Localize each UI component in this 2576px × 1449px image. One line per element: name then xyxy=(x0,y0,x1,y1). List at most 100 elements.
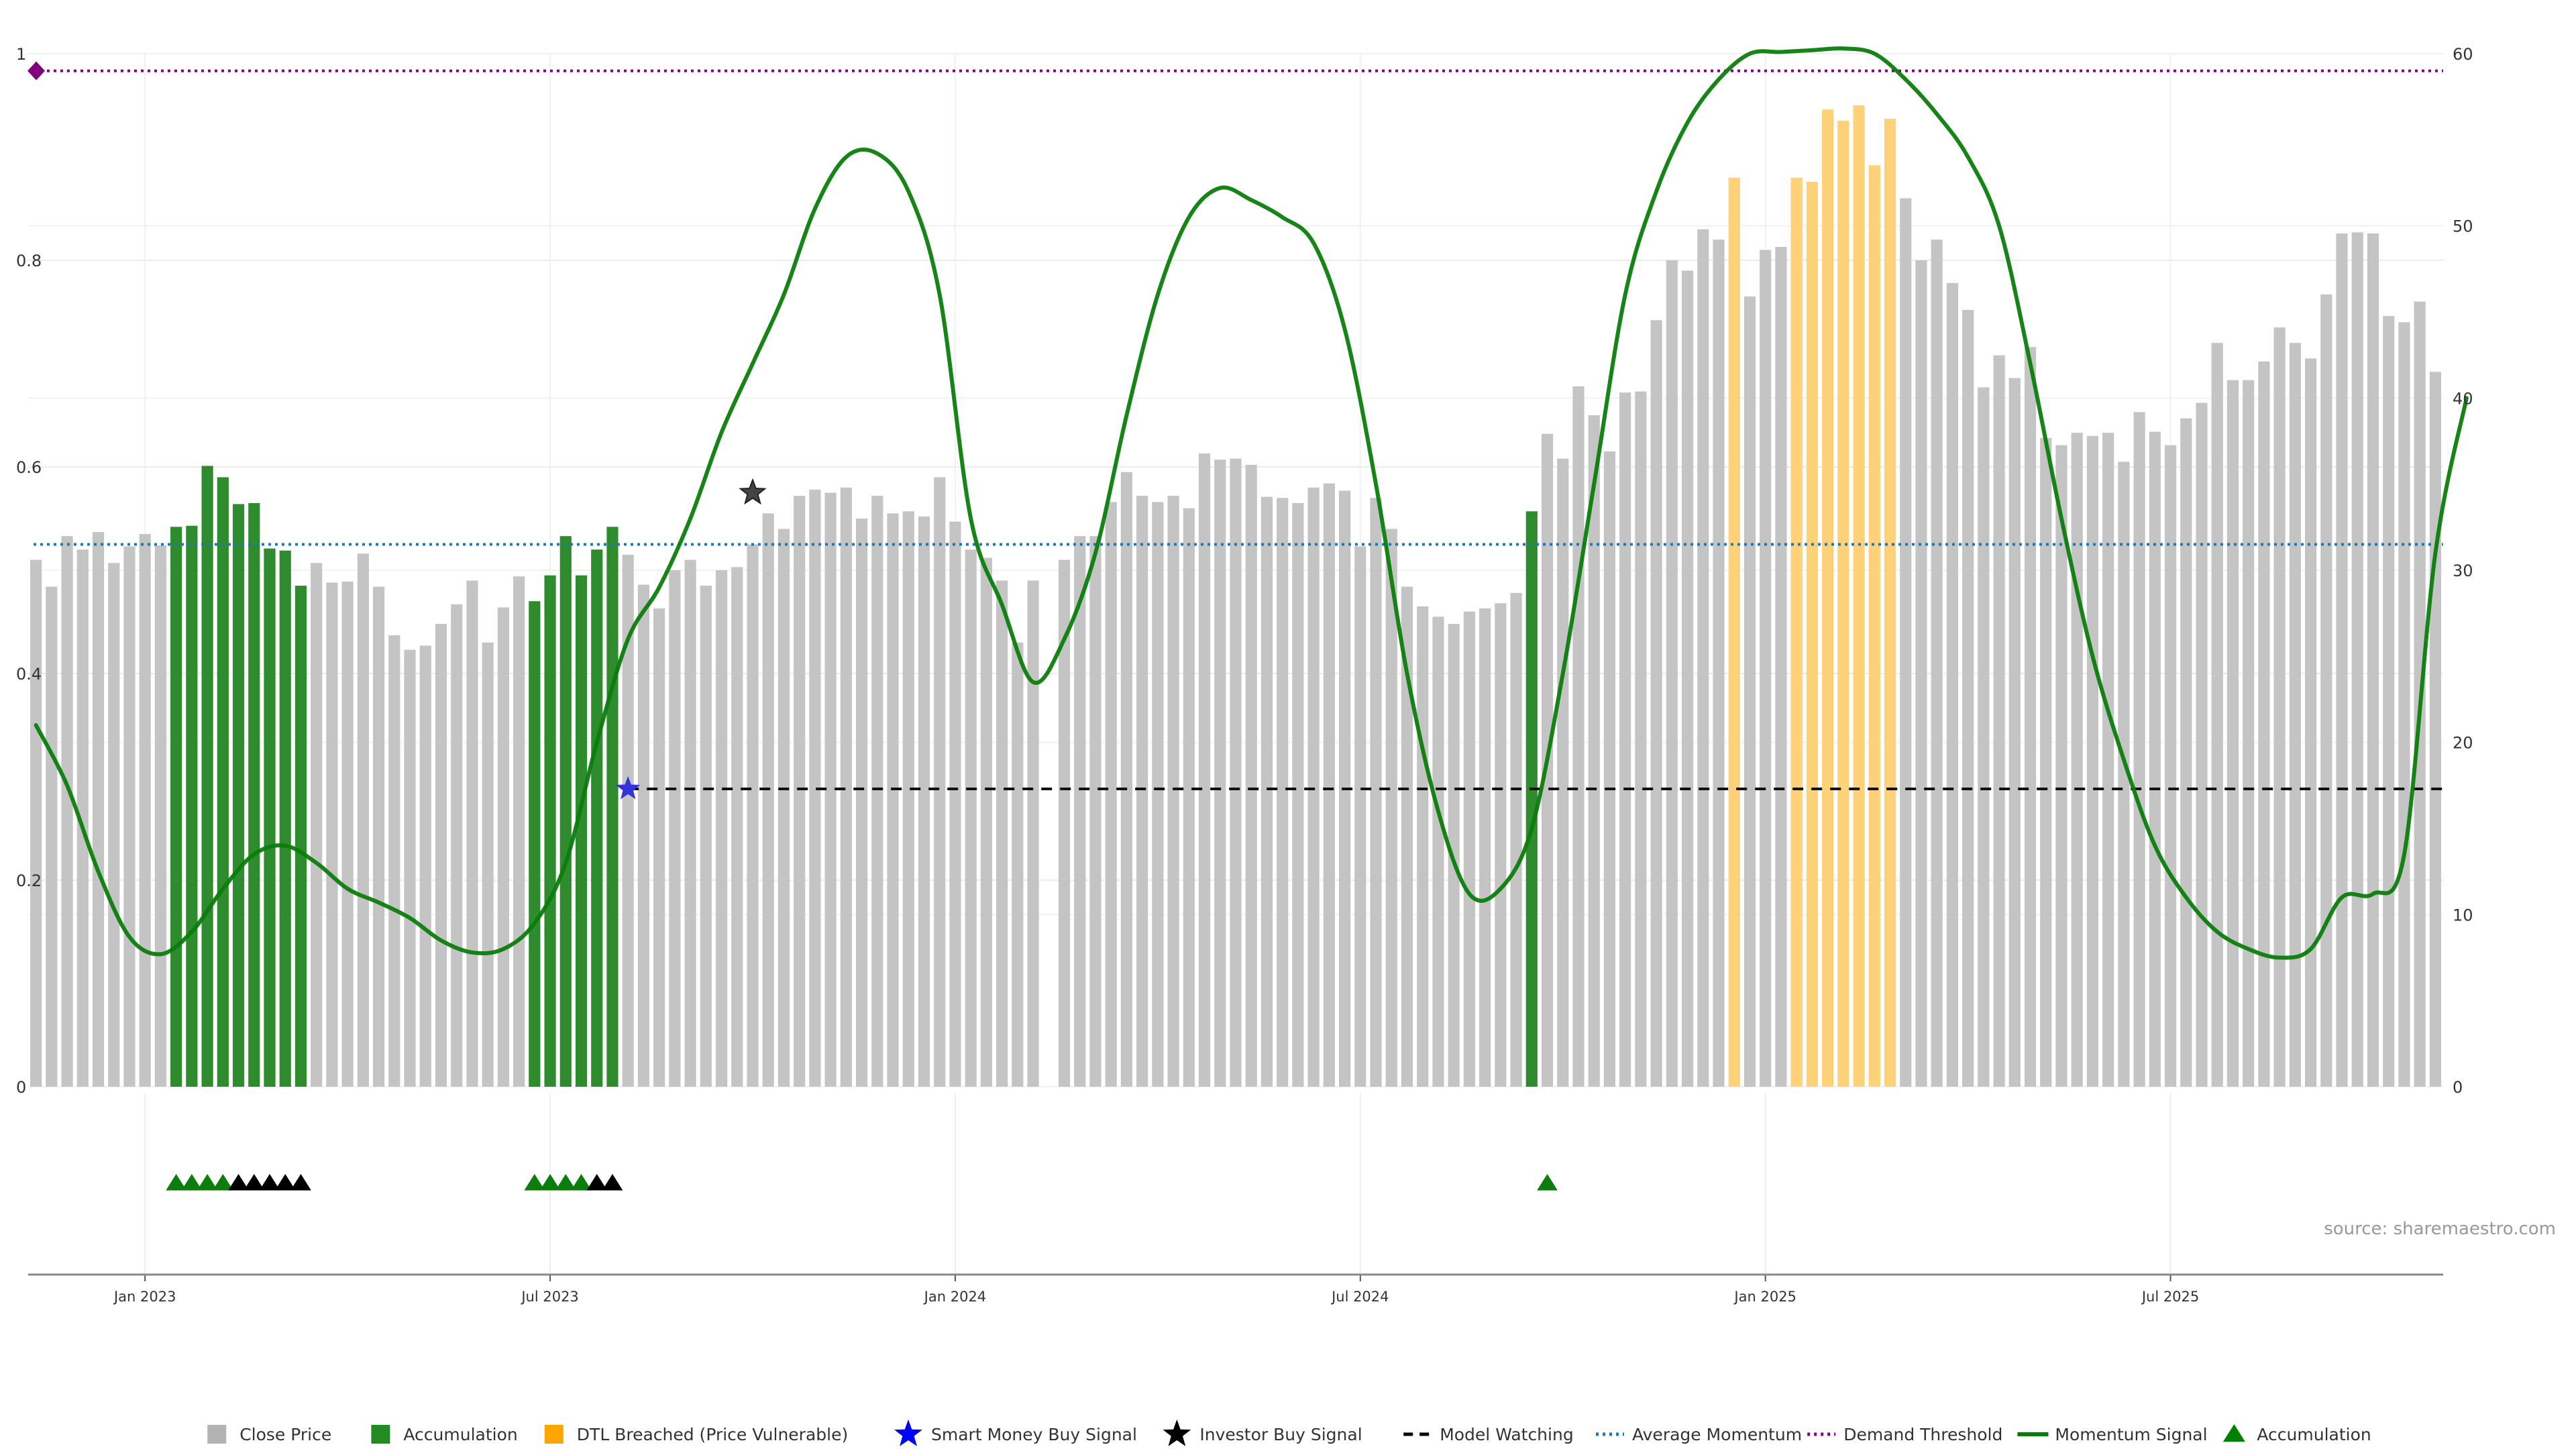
bar-close xyxy=(1557,458,1569,1087)
bar-close xyxy=(1931,239,1943,1087)
momentum-signal-line xyxy=(34,46,2469,960)
bar-close xyxy=(965,549,977,1087)
bar-close xyxy=(1292,502,1304,1087)
bar-close xyxy=(466,580,478,1087)
accumulation-marker xyxy=(166,1174,187,1191)
bar-close xyxy=(1198,453,1211,1087)
legend-label: Close Price xyxy=(239,1425,331,1444)
legend-swatch xyxy=(371,1425,390,1444)
investor-marker xyxy=(274,1174,296,1191)
bar-accum xyxy=(529,601,541,1087)
bar-close xyxy=(2429,372,2441,1087)
bar-close xyxy=(949,521,961,1087)
bar-accum xyxy=(232,504,245,1087)
bar-close xyxy=(871,496,883,1087)
bar-close xyxy=(1089,536,1102,1087)
bar-close xyxy=(1277,498,1289,1087)
bar-close xyxy=(762,513,774,1087)
bar-accum xyxy=(575,575,588,1087)
bar-close xyxy=(887,513,899,1087)
bar-close xyxy=(1619,392,1631,1087)
bar-close xyxy=(404,649,416,1087)
bar-close xyxy=(1666,260,1678,1087)
bar-accum xyxy=(1525,511,1538,1087)
bar-close xyxy=(824,492,837,1087)
bar-close xyxy=(2273,327,2286,1087)
bar-close xyxy=(435,624,447,1087)
bar-accum xyxy=(248,502,260,1087)
x-tick-label: Jan 2024 xyxy=(923,1289,987,1305)
investor-marker xyxy=(586,1174,608,1191)
bar-close xyxy=(1681,270,1694,1087)
legend-item: Demand Threshold xyxy=(1807,1425,2002,1444)
right-tick-label: 20 xyxy=(2453,734,2473,753)
bar-close xyxy=(980,557,992,1087)
bar-close xyxy=(1479,608,1491,1087)
bar-close xyxy=(637,584,650,1087)
bar-dtl xyxy=(1728,177,1740,1087)
bar-close xyxy=(326,582,338,1087)
legend-item: Close Price xyxy=(207,1425,331,1444)
investor-marker xyxy=(602,1174,623,1191)
legend: Close Price Accumulation DTL Breached (Pri… xyxy=(207,1419,2371,1446)
legend-swatch xyxy=(207,1425,227,1444)
investor-marker xyxy=(290,1174,311,1191)
bar-close xyxy=(1713,239,1725,1087)
accumulation-marker xyxy=(539,1174,561,1191)
bar-accum xyxy=(170,527,182,1087)
accumulation-marker xyxy=(524,1174,545,1191)
bar-accum xyxy=(591,549,603,1087)
bar-close xyxy=(1650,320,1662,1087)
bar-close xyxy=(2320,294,2332,1087)
bar-close xyxy=(622,554,634,1087)
right-tick-label: 60 xyxy=(2453,45,2473,64)
legend-item: Smart Money Buy Signal xyxy=(894,1419,1137,1446)
legend-swatch xyxy=(544,1425,564,1444)
investor-marker xyxy=(259,1174,280,1191)
bar-close xyxy=(1900,198,1912,1087)
bar-close xyxy=(684,559,696,1087)
bar-close xyxy=(1214,460,1226,1087)
bar-close xyxy=(2055,445,2068,1087)
legend-item: DTL Breached (Price Vulnerable) xyxy=(544,1425,848,1444)
legend-item: Momentum Signal xyxy=(2017,1425,2208,1444)
bar-close xyxy=(1510,592,1522,1087)
bar-close xyxy=(108,563,120,1087)
bar-close xyxy=(1463,611,1475,1087)
bar-close xyxy=(61,536,73,1087)
accumulation-marker xyxy=(571,1174,592,1191)
bar-close xyxy=(2071,433,2083,1087)
price-bars xyxy=(30,105,2441,1087)
legend-label: Average Momentum xyxy=(1632,1425,1802,1444)
bar-close xyxy=(1743,296,1756,1087)
bar-close xyxy=(934,477,946,1087)
left-tick-label: 0.6 xyxy=(16,458,42,477)
bar-close xyxy=(2336,233,2348,1087)
bar-accum xyxy=(606,527,619,1087)
bar-close xyxy=(1993,355,2005,1087)
bar-close xyxy=(2180,418,2192,1087)
signal-markers xyxy=(166,478,1558,1191)
bar-close xyxy=(715,570,728,1087)
bar-accum xyxy=(279,550,291,1087)
bar-close xyxy=(918,516,930,1087)
bar-close xyxy=(2258,361,2270,1087)
bar-close xyxy=(2351,232,2363,1087)
bar-close xyxy=(1385,529,1397,1087)
accumulation-marker xyxy=(181,1174,203,1191)
bar-close xyxy=(1775,246,1787,1087)
bar-close xyxy=(1697,229,1709,1087)
bar-close xyxy=(1105,502,1117,1087)
right-tick-label: 10 xyxy=(2453,906,2473,924)
accumulation-marker xyxy=(1537,1174,1558,1191)
bar-close xyxy=(2133,412,2145,1087)
legend-item: Model Watching xyxy=(1403,1425,1574,1444)
bar-close xyxy=(76,549,89,1087)
bar-close xyxy=(1635,391,1647,1087)
legend-label: Momentum Signal xyxy=(2055,1425,2207,1444)
bar-close xyxy=(653,608,665,1087)
bar-close xyxy=(902,511,914,1087)
bar-close xyxy=(1245,464,1257,1087)
bar-close xyxy=(1448,624,1460,1087)
bar-accum xyxy=(294,586,307,1087)
